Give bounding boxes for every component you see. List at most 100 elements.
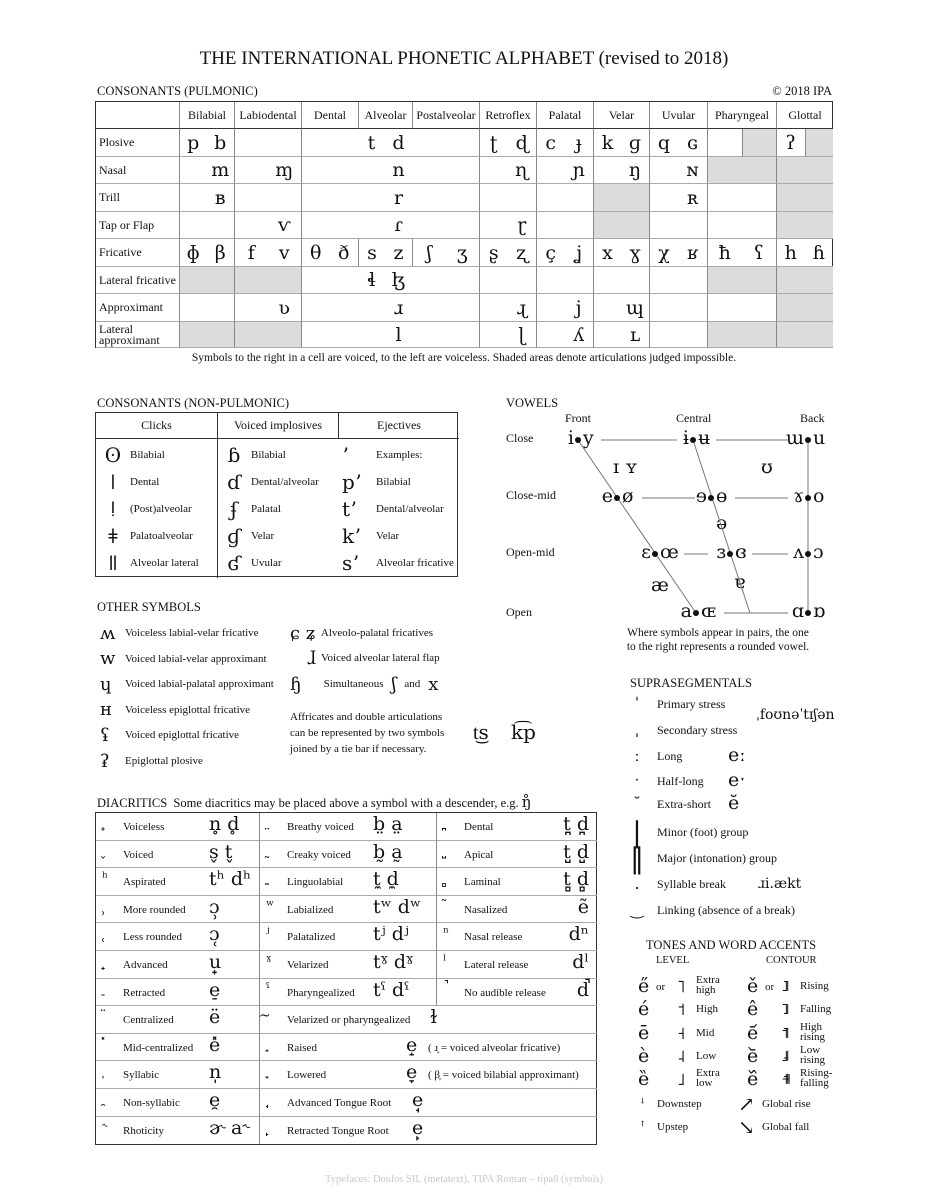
consonant-symbol: ɟ [564,129,593,157]
vowel-rounded: ɶ [701,600,717,622]
consonant-cell [507,267,536,294]
consonant-symbol: ɦ [804,239,833,267]
vowel-dot [805,551,811,557]
consonant-symbol: p [179,129,207,157]
consonant-cell [741,322,776,348]
consonant-symbol: ʀ [678,184,707,212]
diacritic-label: Nasal release [464,931,523,944]
consonant-symbol: ʙ [206,184,234,212]
tie-bar-example: t͜s [473,720,489,744]
consonant-cell [234,212,268,239]
consonant-symbol: ŋ [621,157,649,184]
consonant-symbol: ʝ [564,239,593,267]
diacritic-label: Voiceless [123,821,165,833]
consonant-cell [412,184,446,212]
diacritic-example: ɚ a˞ [209,1116,251,1139]
consonant-symbol: t [358,129,385,157]
vowels-heading: VOWELS [506,396,559,410]
consonant-cell [536,212,565,239]
diacritic-label: Rhoticity [123,1124,164,1137]
suprasegmental-example: ĕ [728,792,740,814]
diacritic-example: dˡ [572,951,589,973]
diacritic-example: t̺ d̺ [563,840,589,863]
schwa: ə [716,512,728,534]
diacritic-cell: ̟ Advanced u̟ [96,951,259,979]
consonant-cell [329,267,358,294]
consonant-cell [593,157,621,184]
consonant-cell [741,212,776,239]
vowel-rounded: ø [622,485,634,507]
diacritic-label: Centralized [123,1014,174,1027]
consonant-cell [593,267,621,294]
consonant-cell [804,267,833,294]
consonant-symbol: ʈ [479,129,508,157]
consonant-symbol: ɻ [507,294,536,322]
other-label: Epiglottal plosive [125,755,203,767]
diacritic-cell: ̰ Creaky voiced b̰ a̰ [259,840,436,869]
consonant-cell [678,294,707,322]
diacritic-mark: ̠ [102,980,107,997]
diacritic-example: t̼ d̼ [373,868,399,891]
diacritic-label: Pharyngealized [287,986,355,999]
np-item-ejectives: tʼ Dental/alveolar [342,496,444,522]
diacritic-example: e̝ [406,1033,418,1056]
tones-heading: TONES AND WORD ACCENTS [646,938,817,952]
suprasegmental-mark: ˑ [634,771,640,790]
diacritic-mark: ̬ [102,842,107,859]
consonant-symbol: ɳ [507,157,536,184]
diacritic-example: t̪ d̪ [563,813,589,835]
diacritic-mark: ̩ [102,1063,107,1080]
consonant-symbol: ð [329,239,358,267]
consonant-cell [412,129,446,157]
consonant-cell [329,129,358,157]
contour-tone-label: Rising [800,980,829,992]
ejectives-symbol: tʼ [342,497,357,521]
diacritic-mark: ̞ [266,1063,271,1080]
suprasegmental-mark: ː [634,746,640,765]
simultaneous-and: and [404,678,421,690]
consonant-cell [776,294,805,322]
diacritic-label: Dental [464,821,494,833]
consonant-cell [267,184,301,212]
suprasegmental-label: Secondary stress [657,723,738,737]
diacritic-label: More rounded [123,903,186,916]
consonant-symbol: l [385,322,412,348]
diacritic-mark: ̰ [266,842,271,859]
contour-tone-label: Low rising [800,1044,826,1066]
vowel-unrounded: i [567,427,574,449]
suprasegmental-example: eː [728,744,746,766]
ejectives-symbol: kʼ [342,524,361,548]
diacritic-note: ( ɹ̝ = voiced alveolar fricative) [428,1041,561,1054]
consonant-cell [234,267,268,294]
consonant-cell [804,129,833,157]
diacritic-mark: ˤ [266,980,270,997]
suprasegmental-example: eˑ [728,769,746,791]
diacritic-example: tʷ dʷ [373,895,422,918]
clicks-symbol: ǀ [110,470,116,494]
vowel-dot [693,610,699,616]
implosives-symbol: ɓ [227,443,241,467]
consonant-cell [179,267,207,294]
row-label-lateral-approximant: Lateral approximant [96,322,179,348]
level-tone-label: Low [696,1050,717,1062]
consonant-cell [776,212,805,239]
other-label: Voiced epiglottal fricative [125,729,240,742]
consonant-symbol: ʋ [267,294,301,322]
consonant-symbol: ɲ [564,157,593,184]
lateral-flap-label: Voiced alveolar lateral flap [321,652,440,664]
np-header-1: Voiced implosives [217,413,338,439]
vowel-dot [805,495,811,501]
diacritic-cell: ˤ Pharyngealized tˤ dˤ [259,978,436,1007]
consonant-symbol: ɸ [179,239,207,267]
consonant-cell [741,294,776,322]
diacritic-example: tˤ dˤ [373,978,410,1001]
consonant-cell [479,322,508,348]
consonant-cell [649,294,678,322]
diacritic-mark: ̜ [102,925,107,942]
global-label: Global rise [762,1098,811,1110]
level-tone-label: Extra high [696,974,720,996]
implosives-label: Palatal [251,503,281,515]
suprasegmental-mark: ‿ [630,900,644,919]
vowel-rounded: ɔ [813,541,824,563]
row-label-tap-or-flap: Tap or Flap [96,212,179,239]
